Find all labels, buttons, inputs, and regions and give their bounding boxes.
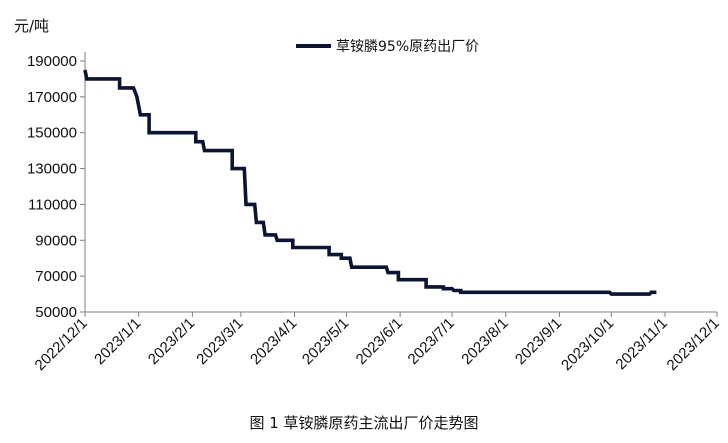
x-tick-label: 2023/12/1: [664, 315, 723, 374]
axes: [84, 52, 717, 313]
y-tick-label: 110000: [28, 196, 77, 213]
series-line: [83, 69, 657, 296]
y-axis-ticks: 50000 70000 90000 110000 130000 150000 170000 1…: [27, 53, 85, 321]
x-tick-label: 2023/5/1: [299, 315, 352, 368]
y-tick-label: 90000: [35, 232, 77, 249]
legend: 草铵膦95%原药出厂价: [296, 39, 479, 55]
x-tick-label: 2023/9/1: [512, 315, 565, 368]
y-tick-label: 190000: [27, 53, 77, 70]
series-group: [83, 69, 657, 296]
x-tick-label: 2023/2/1: [145, 315, 198, 368]
y-tick-label: 70000: [35, 268, 77, 285]
legend-label: 草铵膦95%原药出厂价: [336, 39, 479, 55]
x-tick-label: 2023/7/1: [405, 315, 458, 368]
x-tick-label: 2023/8/1: [458, 315, 511, 368]
figure-caption: 图 1 草铵膦原药主流出厂价走势图: [249, 414, 478, 432]
x-tick-label: 2022/12/1: [32, 315, 91, 374]
y-tick-label: 50000: [35, 304, 77, 321]
x-tick-label: 2023/11/1: [612, 315, 670, 373]
x-tick-label: 2023/6/1: [353, 315, 406, 368]
y-tick-label: 130000: [27, 161, 77, 178]
x-tick-label: 2023/10/1: [558, 315, 617, 374]
y-axis-unit-label: 元/吨: [14, 17, 49, 35]
x-tick-label: 2023/3/1: [193, 315, 246, 368]
x-tick-label: 2023/1/1: [91, 315, 144, 368]
y-tick-label: 170000: [27, 89, 77, 106]
x-tick-label: 2023/4/1: [247, 315, 300, 368]
y-tick-label: 150000: [27, 125, 77, 142]
